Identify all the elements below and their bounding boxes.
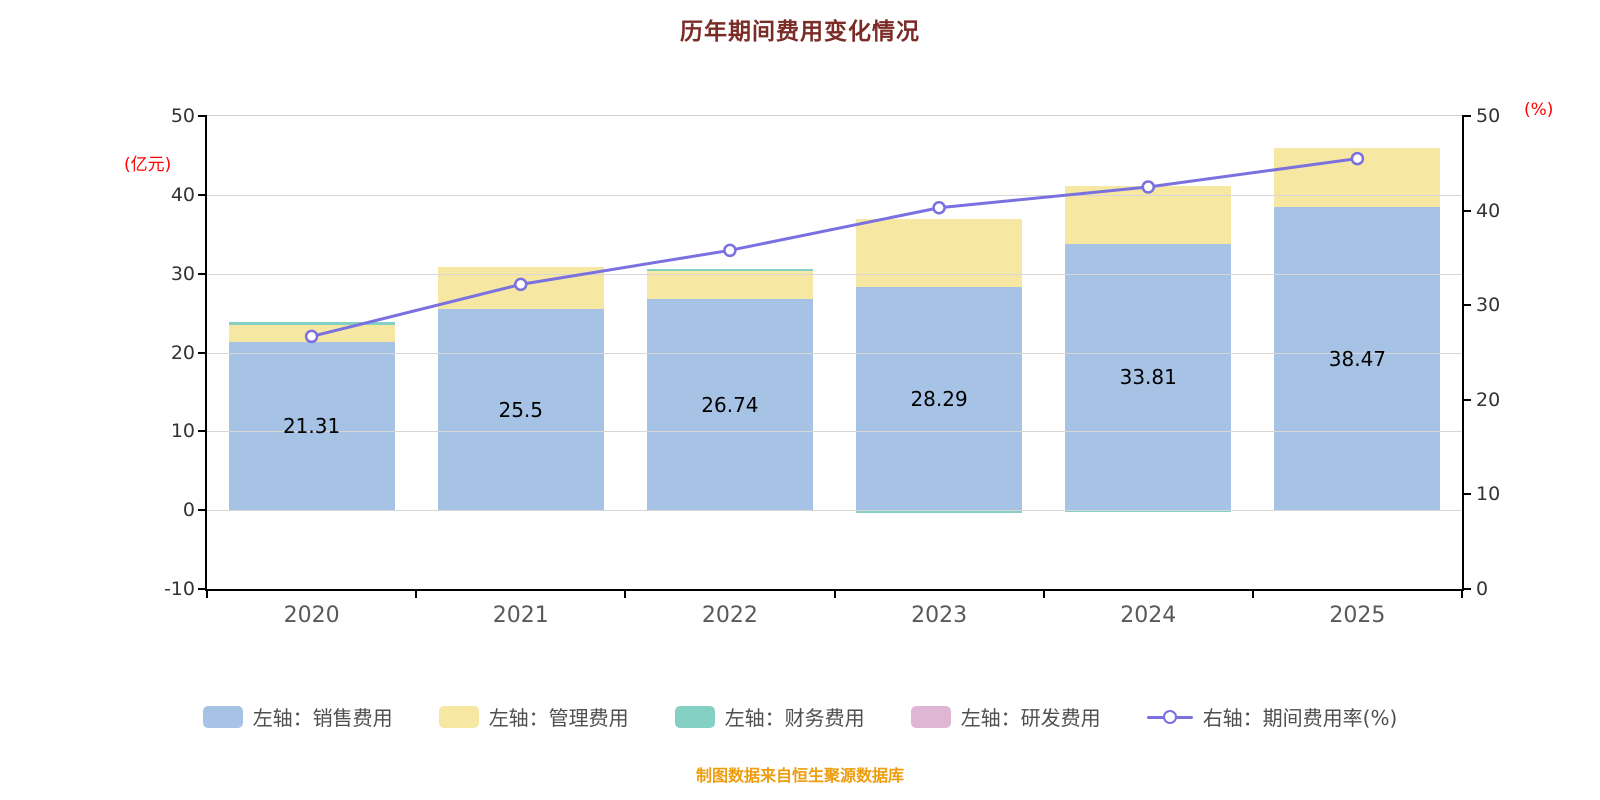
right-axis-tick-label: 10 <box>1476 483 1501 506</box>
left-axis-tick <box>198 430 207 433</box>
right-axis-tick <box>1462 588 1471 590</box>
right-axis-tick <box>1462 209 1471 212</box>
left-axis-unit-label: (亿元) <box>124 155 172 175</box>
legend-swatch-icon <box>910 705 951 728</box>
legend-swatch-icon <box>674 705 715 728</box>
gridline <box>207 273 1462 275</box>
legend-swatch-icon <box>202 705 243 728</box>
bar-segment-admin <box>228 324 395 343</box>
rate-point <box>723 243 737 258</box>
left-axis-tick <box>198 588 207 590</box>
bar-segment-finance <box>856 510 1023 513</box>
legend-label: 左轴：销售费用 <box>252 706 393 730</box>
x-axis-tick <box>415 589 418 598</box>
gridline <box>207 352 1462 354</box>
legend-line-marker <box>1162 709 1177 724</box>
legend-line-icon <box>1146 706 1193 728</box>
legend-label: 左轴：研发费用 <box>960 706 1101 730</box>
legend-label: 右轴：期间费用率(%) <box>1202 706 1398 730</box>
x-axis-category-label: 2024 <box>1120 603 1177 628</box>
legend: 左轴：销售费用 左轴：管理费用 左轴：财务费用 左轴：研发费用 右轴：期间费用率(%) <box>0 702 1600 731</box>
left-axis-tick-label: 30 <box>170 262 195 285</box>
bar-value-label: 38.47 <box>1328 346 1387 371</box>
left-axis-tick-label: 40 <box>170 183 195 206</box>
chart-title: 历年期间费用变化情况 <box>680 19 920 45</box>
legend-item-1[interactable]: 左轴：管理费用 <box>438 702 629 731</box>
left-axis-tick <box>198 272 207 275</box>
x-axis-category-label: 2023 <box>911 603 968 628</box>
bar-segment-finance <box>646 268 813 271</box>
rate-point <box>932 201 946 215</box>
left-axis-tick-label: 50 <box>170 105 195 127</box>
right-axis-unit-label: (%) <box>1524 100 1554 120</box>
bar-value-label: 26.74 <box>701 392 759 417</box>
plot-area: 21.31 25.5 26.74 28.29 33.81 38.47 50 40 30 20 10 0… <box>164 105 1500 628</box>
x-axis-tick <box>1461 589 1463 598</box>
left-axis-tick <box>198 115 207 117</box>
x-axis-tick <box>624 589 627 598</box>
gridline <box>207 431 1462 433</box>
gridline <box>207 194 1462 196</box>
left-axis-tick <box>198 193 207 196</box>
right-axis-tick <box>1462 115 1471 117</box>
x-axis-category-label: 2025 <box>1329 603 1386 628</box>
legend-item-2[interactable]: 左轴：财务费用 <box>674 702 865 731</box>
right-axis-tick <box>1462 493 1471 496</box>
right-axis-tick-label: 40 <box>1476 199 1501 222</box>
bar-value-label: 33.81 <box>1119 364 1177 389</box>
x-axis-tick <box>1042 589 1045 598</box>
bar-segment-sales <box>437 309 604 511</box>
legend-item-0[interactable]: 左轴：销售费用 <box>202 702 393 731</box>
gridline <box>207 510 1462 512</box>
right-axis-tick <box>1462 398 1471 401</box>
bar-value-label: 21.31 <box>282 414 341 439</box>
bar-segment-sales <box>228 342 395 511</box>
bar-segment-admin <box>646 270 813 300</box>
left-axis-tick-label: -10 <box>163 578 195 600</box>
left-axis-tick <box>198 351 207 354</box>
left-axis-tick-label: 0 <box>182 499 195 522</box>
legend-label: 左轴：管理费用 <box>488 706 629 730</box>
x-axis-category-label: 2020 <box>283 603 340 628</box>
legend-label: 左轴：财务费用 <box>724 706 865 730</box>
bar-segment-admin <box>1274 147 1441 207</box>
legend-item-4[interactable]: 右轴：期间费用率(%) <box>1146 702 1398 731</box>
right-axis-tick-label: 50 <box>1476 105 1501 127</box>
x-axis-tick <box>206 589 208 598</box>
data-source-note: 制图数据来自恒生聚源数据库 <box>695 766 904 785</box>
x-axis-category-label: 2021 <box>492 603 549 628</box>
x-axis-category-label: 2022 <box>701 603 758 628</box>
right-axis-tick-label: 20 <box>1476 388 1501 411</box>
right-axis-tick-label: 0 <box>1476 578 1489 600</box>
bar-segment-finance <box>228 322 395 325</box>
legend-swatch-icon <box>438 705 479 728</box>
left-axis-tick <box>198 509 207 512</box>
left-axis-tick-label: 10 <box>170 420 195 443</box>
legend-item-3[interactable]: 左轴：研发费用 <box>910 702 1101 731</box>
bar-value-label: 28.29 <box>910 386 968 411</box>
right-axis-tick <box>1462 304 1471 307</box>
left-axis-tick-label: 20 <box>170 341 195 364</box>
bar-segment-admin <box>856 219 1023 288</box>
bar-value-label: 25.5 <box>498 397 544 422</box>
right-axis-tick-label: 30 <box>1476 294 1501 317</box>
x-axis-tick <box>1251 589 1254 598</box>
x-axis-tick <box>833 589 836 598</box>
